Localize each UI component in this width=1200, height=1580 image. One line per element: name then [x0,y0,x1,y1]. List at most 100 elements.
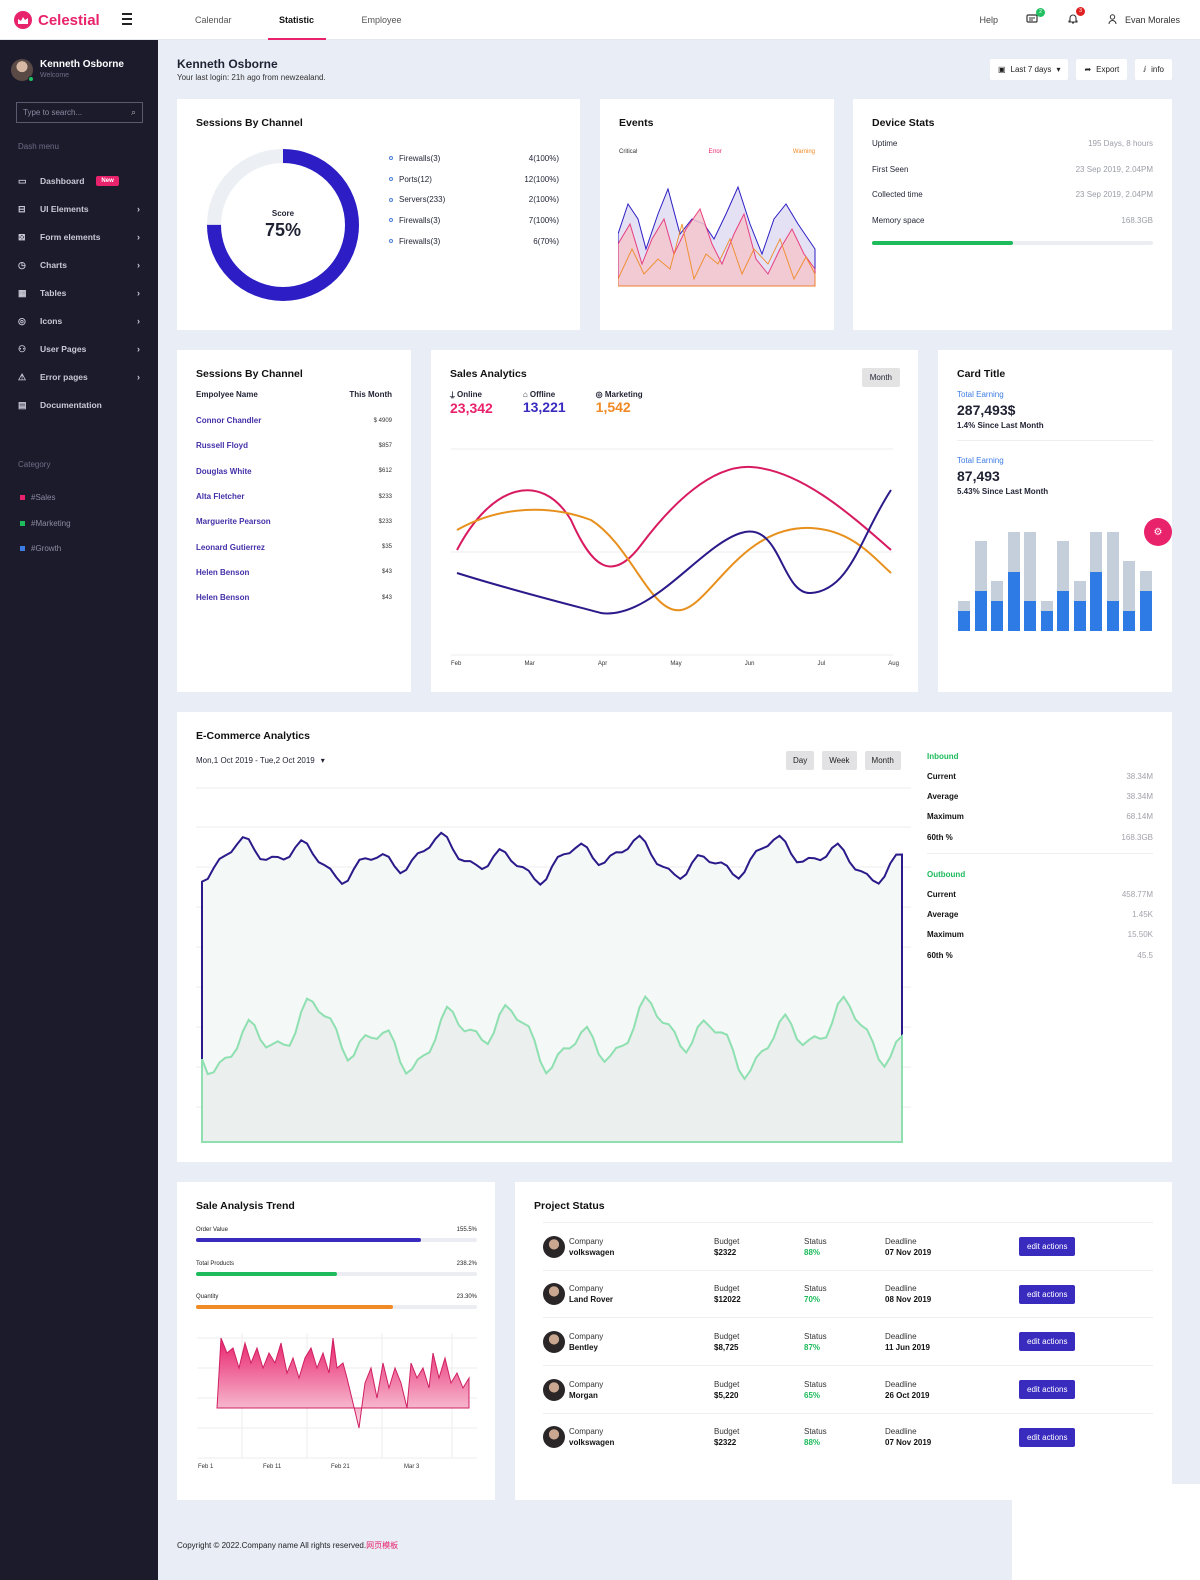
stat-row: Maximum 15.50K [927,925,1153,945]
stat-label: Average [927,792,959,802]
sidebar-item-user-pages[interactable]: ⚇ User Pages › [0,335,158,363]
stat-value: 23 Sep 2019, 2.04PM [1075,190,1153,199]
sidebar-item-ui-elements[interactable]: ⊟ UI Elements › [0,195,158,223]
earning-block: Total Earning 287,493$ 1.4% Since Last M… [957,390,1153,441]
deadline-value: 08 Nov 2019 [885,1295,932,1305]
month-button[interactable]: Month [861,368,900,387]
legend-warning: Warning [792,149,815,155]
employee-name[interactable]: Russell Floyd [196,441,249,451]
x-tick-label: Feb 21 [331,1464,350,1470]
sidebar-item-icons[interactable]: ◎ Icons › [0,307,158,335]
stat-value: 23 Sep 2019, 2.04PM [1075,165,1153,174]
deadline-label: Deadline [885,1427,917,1437]
stat-row: Uptime 195 Days, 8 hours [872,139,1153,148]
date-range-text: Mon,1 Oct 2019 - Tue,2 Oct 2019 [196,756,315,765]
card-title: Device Stats [872,117,935,129]
edit-actions-button[interactable]: edit actions [1019,1380,1076,1400]
legend-name: Firewalls(3) [399,215,441,225]
table-row: Company volkswagen Budget $2322 Status 88% Dea… [543,1412,1153,1461]
employee-name[interactable]: Alta Fletcher [196,492,245,502]
table-row[interactable]: Connor Chandler $ 4909 [196,408,392,433]
bar-bg [1107,532,1119,601]
edit-actions-button[interactable]: edit actions [1019,1237,1076,1256]
x-tick-label: Aug [888,661,899,667]
category-sales[interactable]: #Sales [20,485,71,511]
search-input[interactable] [23,108,123,117]
help-link[interactable]: Help [979,15,998,25]
table-row[interactable]: Douglas White $612 [196,459,392,484]
chevron-right-icon: › [137,316,140,326]
sidebar-item-tables[interactable]: ▦ Tables › [0,279,158,307]
month-button[interactable]: Month [864,751,901,770]
date-range-dropdown[interactable]: Mon,1 Oct 2019 - Tue,2 Oct 2019 ▾ [196,756,325,765]
employee-name[interactable]: Leonard Gutierrez [196,542,265,552]
card-title: Sales Analytics [450,368,527,380]
table-row[interactable]: Helen Benson $43 [196,560,392,585]
category-growth[interactable]: #Growth [20,536,71,562]
bell-icon[interactable]: 3 [1068,7,1085,27]
employee-name[interactable]: Connor Chandler [196,416,262,426]
status-value: 88% [804,1247,821,1257]
stat-label: Average [927,910,959,920]
brand[interactable]: Celestial [14,11,100,29]
sidebar-item-dashboard[interactable]: ▭ Dashboard New [0,167,158,195]
bar [991,601,1003,631]
share-icon: ➦ [1084,65,1092,74]
sidebar-item-charts[interactable]: ◷ Charts › [0,251,158,279]
stat-row: 60th % 45.5 [927,945,1153,965]
sidebar-menu: ▭ Dashboard New ⊟ UI Elements › ⊠ Form elemen… [0,167,158,419]
table-row[interactable]: Leonard Gutierrez $35 [196,534,392,559]
user-icon[interactable] [1108,13,1117,27]
sale-trend-card: Sale Analysis Trend Order Value 155.5% To… [177,1182,495,1500]
employee-name[interactable]: Douglas White [196,466,252,476]
inbound-stats: Inbound Current 38.34M Average 38.34M Maxi… [927,752,1153,854]
chevron-right-icon: › [137,344,140,354]
category-marketing[interactable]: #Marketing [20,511,71,537]
user-name[interactable]: Evan Morales [1124,15,1180,25]
page-header: Kenneth Osborne Your last login: 21h ago… [177,57,326,82]
employee-name[interactable]: Marguerite Pearson [196,517,271,527]
tab-calendar[interactable]: Calendar [195,15,232,25]
brand-name: Celestial [38,11,100,29]
avatar [543,1283,565,1306]
edit-actions-button[interactable]: edit actions [1019,1284,1076,1304]
date-range-button[interactable]: ▣ Last 7 days ▾ [989,59,1069,80]
compass-icon: ◎ [18,315,26,326]
table-row[interactable]: Alta Fletcher $233 [196,484,392,509]
card-title: Project Status [534,1200,605,1212]
search-icon[interactable]: ⌕ [130,107,136,117]
edit-actions-button[interactable]: edit actions [1019,1332,1076,1352]
table-row[interactable]: Marguerite Pearson $233 [196,509,392,534]
table-row[interactable]: Russell Floyd $857 [196,433,392,458]
sidebar-item-form-elements[interactable]: ⊠ Form elements › [0,223,158,251]
day-button[interactable]: Day [786,751,815,770]
sidebar-item-documentation[interactable]: ▤ Documentation [0,391,158,419]
employee-name[interactable]: Helen Benson [196,567,250,577]
stat-value: 15.50K [1127,930,1153,940]
sidebar-item-error-pages[interactable]: ⚠ Error pages › [0,363,158,391]
category-label-text: #Sales [31,493,56,503]
week-button[interactable]: Week [822,751,857,770]
messages-icon[interactable]: 2 [1026,7,1045,27]
edit-actions-button[interactable]: edit actions [1019,1427,1076,1447]
table-row[interactable]: Helen Benson $43 [196,585,392,610]
earning-change: 5.43% Since Last Month [957,487,1049,496]
stat-label: 60th % [927,950,953,960]
employee-name[interactable]: Helen Benson [196,593,250,603]
bar [1057,591,1069,631]
stat-label: Uptime [872,139,898,148]
sidebar-profile[interactable]: Kenneth Osborne Welcome [11,59,124,82]
tab-employee[interactable]: Employee [361,15,402,25]
stat-value: 168.3GB [1121,216,1153,225]
store-icon: ⌂ [522,390,528,399]
table-row: Company Bentley Budget $8,725 Status 87% Deadl… [543,1317,1153,1365]
footer-link[interactable]: 网页模板 [366,1541,399,1550]
export-button[interactable]: ➦ Export [1076,59,1128,80]
tab-statistic[interactable]: Statistic [267,0,326,40]
stat-row: Current 458.77M [927,884,1153,904]
info-button[interactable]: ⅈ info [1135,59,1172,80]
outbound-stats: Outbound Current 458.77M Average 1.45K Max… [927,870,1153,966]
legend-row: Firewalls(3) 6(70%) [389,231,559,252]
settings-fab-icon[interactable]: ⚙ [1144,518,1172,546]
menu-toggle-icon[interactable] [122,13,132,28]
